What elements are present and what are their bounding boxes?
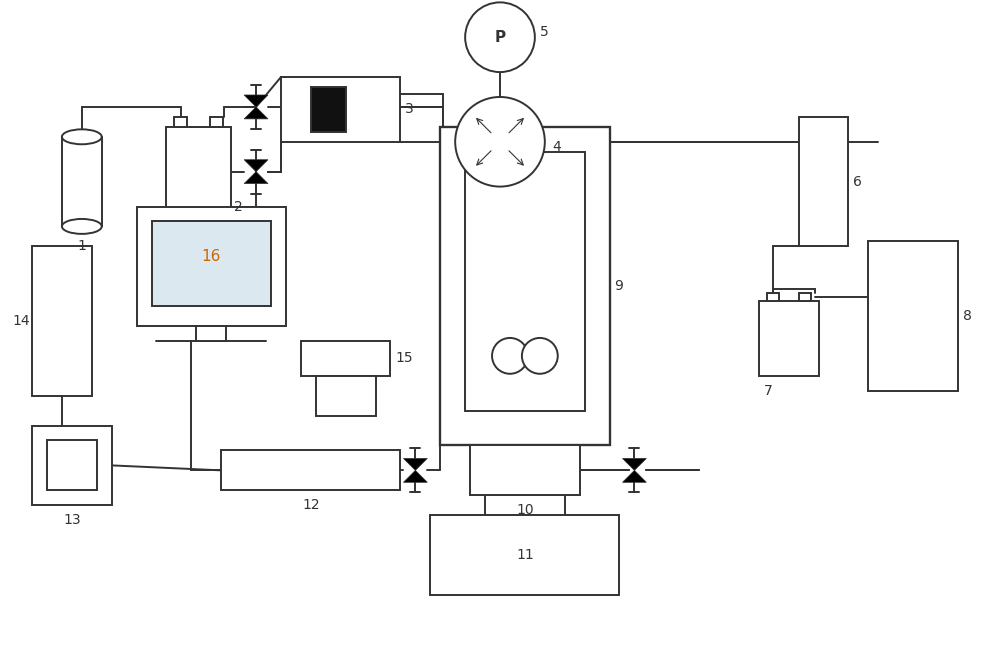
Bar [47,441,97,490]
Ellipse shape [62,129,102,144]
Bar [799,293,811,301]
Polygon shape [244,160,268,172]
Circle shape [492,338,528,374]
Bar [799,117,848,246]
Text: 2: 2 [234,200,243,214]
Ellipse shape [62,219,102,234]
Bar [759,301,819,376]
Text: 12: 12 [302,498,320,512]
Text: 13: 13 [63,513,81,527]
Bar [316,376,376,415]
Bar [166,127,231,216]
Text: 16: 16 [202,249,221,264]
Bar [62,137,102,226]
Text: 5: 5 [540,25,549,39]
Bar [210,117,223,127]
Bar [137,207,286,326]
Bar [174,117,187,127]
Bar [301,341,390,376]
Bar [221,450,400,490]
Text: 10: 10 [516,503,534,517]
Circle shape [522,338,558,374]
Polygon shape [622,470,646,483]
Polygon shape [403,470,427,483]
Circle shape [465,3,535,72]
Text: 9: 9 [615,279,623,293]
Bar [32,426,112,505]
Text: 14: 14 [12,314,30,328]
Text: P: P [494,30,506,45]
Polygon shape [244,95,268,107]
Text: 7: 7 [764,384,773,398]
Bar [196,326,226,341]
Bar [152,222,271,306]
Bar [465,152,585,411]
Bar [440,127,610,446]
Polygon shape [403,459,427,470]
Text: 6: 6 [853,174,862,189]
Text: 15: 15 [395,351,413,366]
Text: 1: 1 [77,239,86,253]
Text: 8: 8 [963,309,972,323]
Text: 4: 4 [553,140,562,154]
Bar [868,242,958,391]
Bar [311,87,346,132]
Bar [430,515,619,595]
Bar [767,293,779,301]
Text: 11: 11 [516,548,534,562]
Bar [470,446,580,495]
Polygon shape [244,172,268,183]
Circle shape [455,97,545,187]
Bar [32,246,92,396]
Text: 3: 3 [405,103,414,116]
Polygon shape [244,107,268,119]
Polygon shape [622,459,646,470]
Bar [281,77,400,141]
